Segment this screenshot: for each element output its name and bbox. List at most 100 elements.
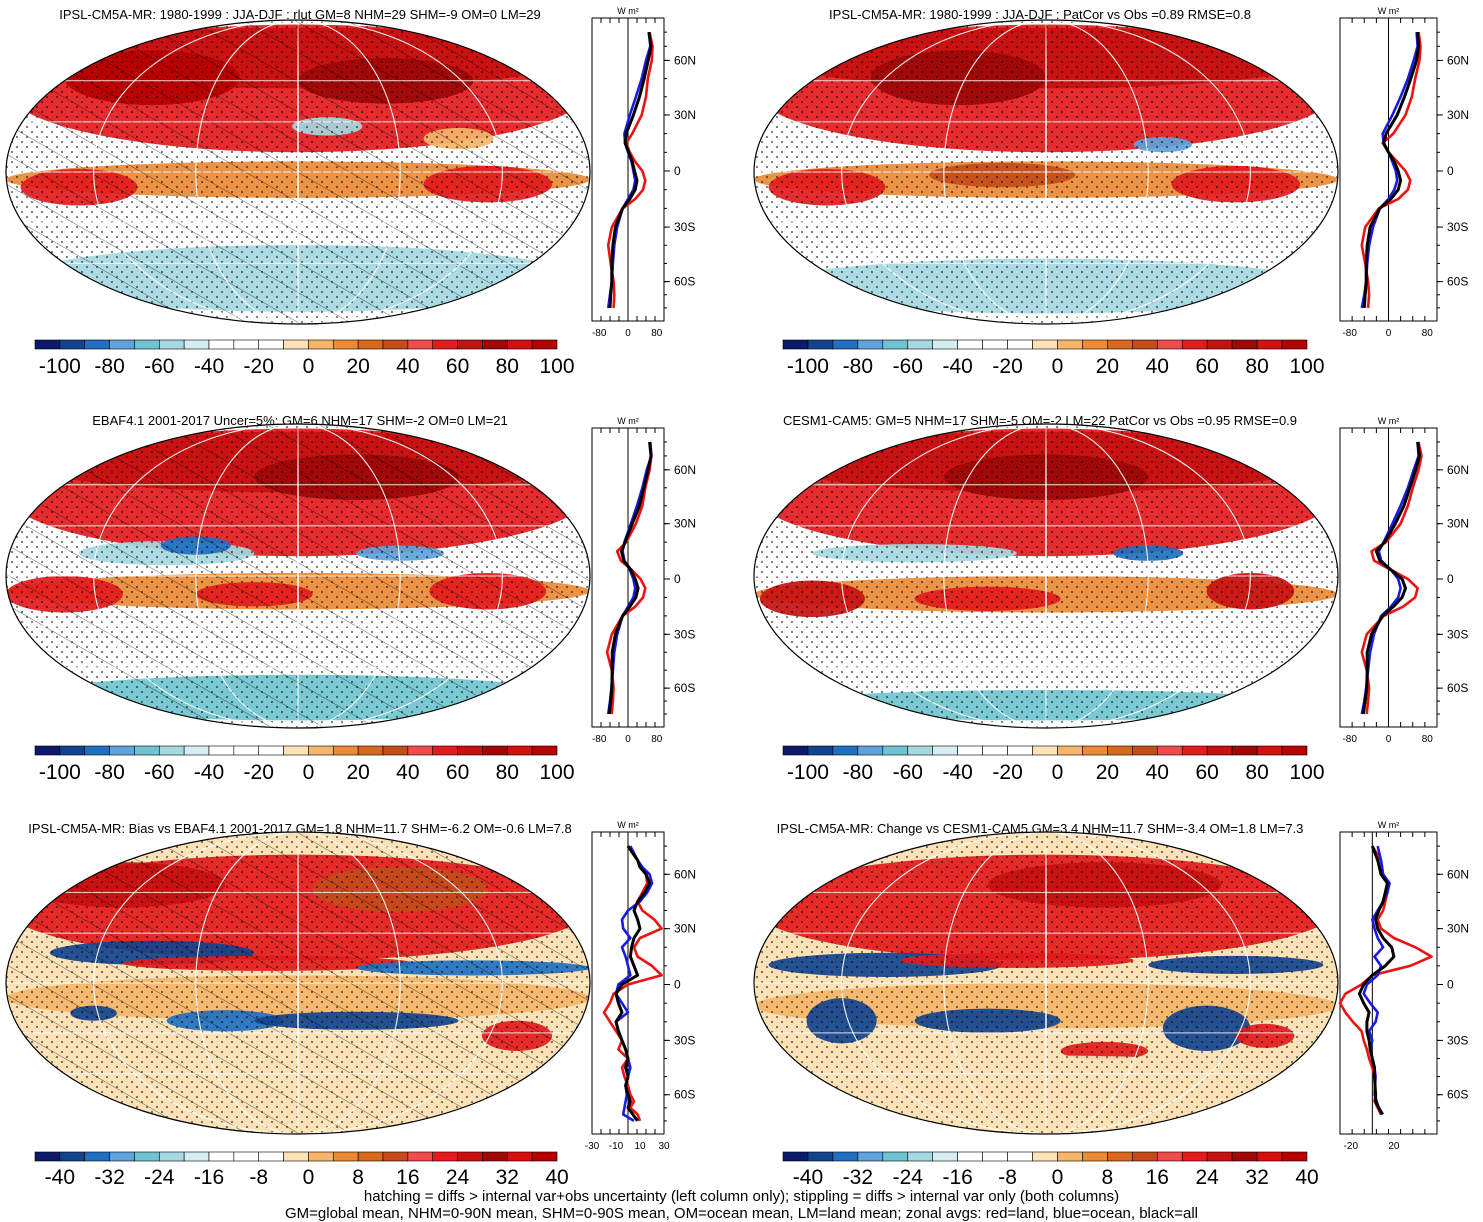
colorbar-box [506, 1151, 533, 1162]
colorbar-tick-label: 0 [1052, 1166, 1064, 1189]
colorbar-box [1181, 1151, 1208, 1162]
zonal-x-tick-label: 30 [658, 1141, 670, 1152]
colorbar-box [457, 745, 483, 756]
colorbar-tick-label: -24 [144, 1166, 175, 1189]
graticule-meridian [1045, 20, 1047, 324]
graticule-meridian [195, 424, 401, 728]
zonal-unit-label: W m² [1378, 6, 1400, 16]
colorbar-tick-label: -20 [244, 355, 274, 378]
colorbar-tick-label: 60 [446, 355, 469, 378]
colorbar-tick-label: -8 [249, 1166, 268, 1189]
colorbar-box [59, 1151, 86, 1162]
lat-tick-label: 30N [1447, 517, 1469, 531]
colorbar-box [382, 745, 409, 756]
colorbar-tick-label: 0 [1052, 761, 1064, 784]
zonal-line-ocean [1360, 32, 1419, 309]
lat-tick-label: 30S [674, 1033, 695, 1047]
graticule-meridian [1045, 832, 1047, 1134]
graticule-meridian [943, 832, 1149, 1134]
colorbar-tick-label: -16 [942, 1166, 972, 1189]
colorbar-box [1082, 1151, 1108, 1162]
map-field [6, 424, 590, 728]
colorbar-tick-label: -80 [94, 355, 124, 378]
colorbar-box [1107, 1151, 1133, 1162]
colorbar-tick-label: -32 [94, 1166, 124, 1189]
colorbar-box [1082, 339, 1108, 350]
colorbar-box [531, 745, 558, 756]
zonal-line-all [614, 845, 652, 1122]
zonal-line-ocean [1360, 441, 1420, 715]
zonal-line-all [1361, 441, 1421, 715]
colorbar-tick-label: -100 [787, 761, 829, 784]
zonal-line-land [606, 31, 654, 308]
footer-note-hatching: hatching = diffs > internal var+obs unce… [363, 1188, 1120, 1205]
map-outline [5, 423, 591, 729]
colorbar-tick-label: 0 [303, 1166, 315, 1189]
chart-panel-2: IPSL-CM5A-MR: 1980-1999 : JJA-DJF : PatC… [753, 6, 1469, 378]
colorbar-box [482, 745, 508, 756]
zonal-line-land [602, 845, 663, 1122]
lat-tick-label: 0 [1447, 978, 1454, 992]
colorbar-box [782, 1151, 809, 1162]
colorbar-box [832, 1151, 859, 1162]
colorbar-tick-label: 40 [1146, 355, 1169, 378]
colorbar-tick-label: -40 [45, 1166, 75, 1189]
lat-tick-label: 0 [1447, 572, 1454, 586]
colorbar-box [1032, 745, 1058, 756]
colorbar-tick-label: -16 [194, 1166, 224, 1189]
colorbar-box [957, 1151, 983, 1162]
colorbar-tick-label: 100 [1289, 761, 1324, 784]
colorbar-box [233, 339, 260, 350]
zonal-x-tick-label: -80 [592, 328, 607, 339]
chart-panel-3: EBAF4.1 2001-2017 Uncer=5%: GM=6 NHM=17 … [5, 413, 696, 784]
colorbar-tick-label: 80 [1245, 761, 1268, 784]
lat-tick-label: 30N [1447, 922, 1469, 936]
zonal-x-tick-label: -30 [585, 1141, 600, 1152]
colorbar-tick-label: 40 [1146, 761, 1169, 784]
colorbar-box [782, 339, 809, 350]
zonal-mean-panel: W m² -80 0 80 60N 30N 0 30S 60S [591, 6, 696, 339]
colorbar-box [506, 339, 533, 350]
colorbar-box [183, 1151, 210, 1162]
colorbar-tick-label: -60 [144, 761, 174, 784]
colorbar-tick-label: 100 [539, 355, 574, 378]
colorbar-box [807, 1151, 834, 1162]
colorbar-box [1181, 339, 1208, 350]
zonal-unit-label: W m² [1378, 820, 1400, 830]
colorbar-box [907, 1151, 934, 1162]
colorbar-box [1156, 1151, 1183, 1162]
map-outline [5, 831, 591, 1135]
colorbar-tick-label: -24 [893, 1166, 924, 1189]
colorbar-box [1156, 339, 1183, 350]
colorbar-box [1206, 1151, 1233, 1162]
colorbar-box [382, 339, 409, 350]
lat-tick-label: 60N [674, 463, 696, 477]
colorbar-box [134, 1151, 160, 1162]
zonal-line-land [1360, 31, 1422, 308]
zonal-x-tick-label: 0 [625, 734, 631, 745]
lat-tick-label: 60S [1447, 1088, 1468, 1102]
zonal-line-land [605, 441, 653, 715]
zonal-unit-label: W m² [1378, 416, 1400, 426]
colorbar-box [432, 745, 458, 756]
colorbar-tick-label: 20 [346, 761, 369, 784]
colorbar-box [308, 339, 334, 350]
lat-tick-label: 60N [1447, 867, 1469, 881]
colorbar-box [283, 745, 309, 756]
colorbar-box [357, 339, 384, 350]
footer-note-abbreviations: GM=global mean, NHM=0-90N mean, SHM=0-90… [284, 1205, 1198, 1222]
colorbar-box [308, 1151, 334, 1162]
zonal-x-tick-label: -10 [609, 1141, 624, 1152]
colorbar-tick-label: 100 [539, 761, 574, 784]
colorbar-tick-label: -8 [998, 1166, 1017, 1189]
graticule-meridian [943, 424, 1149, 728]
colorbar-box [907, 339, 934, 350]
zonal-x-tick-label: 80 [1422, 328, 1434, 339]
graticule-meridian [93, 424, 503, 728]
zonal-x-tick-label: -80 [1342, 734, 1357, 745]
colorbar-box [432, 1151, 458, 1162]
graticule-meridian [297, 20, 299, 324]
colorbar-box [34, 1151, 61, 1162]
colorbar-box [332, 1151, 359, 1162]
colorbar-tick-label: 80 [496, 761, 519, 784]
